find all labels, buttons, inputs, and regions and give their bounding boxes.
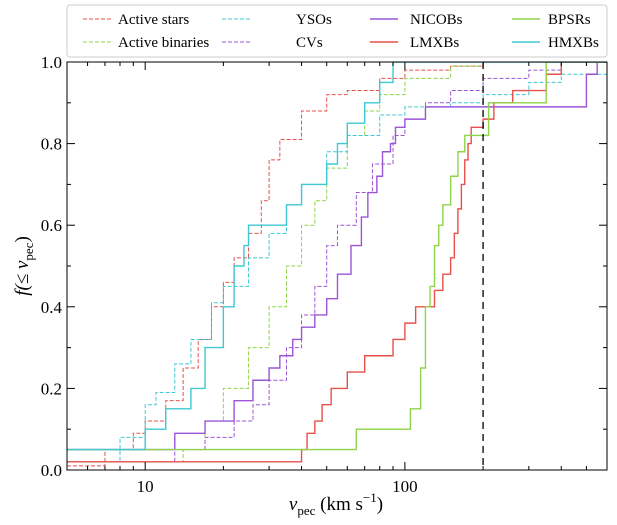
y-label-var: v: [12, 260, 33, 269]
series-line: [67, 62, 607, 451]
y-tick-label: 0.4: [41, 298, 63, 317]
series-line: [67, 62, 607, 451]
y-tick-label: 0.2: [41, 379, 62, 398]
x-label-var: v: [289, 494, 298, 515]
series-line: [67, 62, 607, 463]
legend-box: [66, 4, 608, 58]
y-label-sub: pec: [21, 242, 36, 260]
y-label-func: f(≤: [12, 269, 33, 296]
y-axis-label: f(≤ vpec): [12, 236, 36, 296]
series-line: [67, 62, 607, 467]
x-label-unit: (km s: [315, 494, 363, 515]
legend-label: YSOs: [296, 12, 332, 28]
y-label-end: ): [12, 236, 33, 242]
y-tick-label: 0.6: [41, 216, 62, 235]
y-tick-label: 1.0: [41, 53, 62, 72]
x-axis-label: vpec (km s−1): [289, 490, 383, 518]
legend-label: Active binaries: [118, 35, 209, 51]
y-tick-label: 0.0: [41, 461, 62, 480]
legend-label: CVs: [296, 35, 323, 51]
legend-label: HMXBs: [548, 35, 599, 51]
plot-frame: [66, 61, 608, 471]
series-line: [67, 66, 607, 463]
x-label-end: ): [377, 494, 383, 515]
series-line: [67, 62, 607, 463]
legend-label: NICOBs: [410, 12, 463, 28]
legend-label: LMXBs: [410, 35, 459, 51]
series-line: [67, 62, 607, 463]
legend-label: Active stars: [118, 12, 189, 28]
x-label-sub: pec: [297, 503, 315, 518]
y-tick-label: 0.8: [41, 135, 62, 154]
x-tick-label: 100: [392, 477, 418, 496]
x-tick-label: 10: [137, 477, 154, 496]
x-label-sup: −1: [363, 490, 377, 505]
legend-label: BPSRs: [548, 12, 591, 28]
series-line: [67, 62, 607, 451]
